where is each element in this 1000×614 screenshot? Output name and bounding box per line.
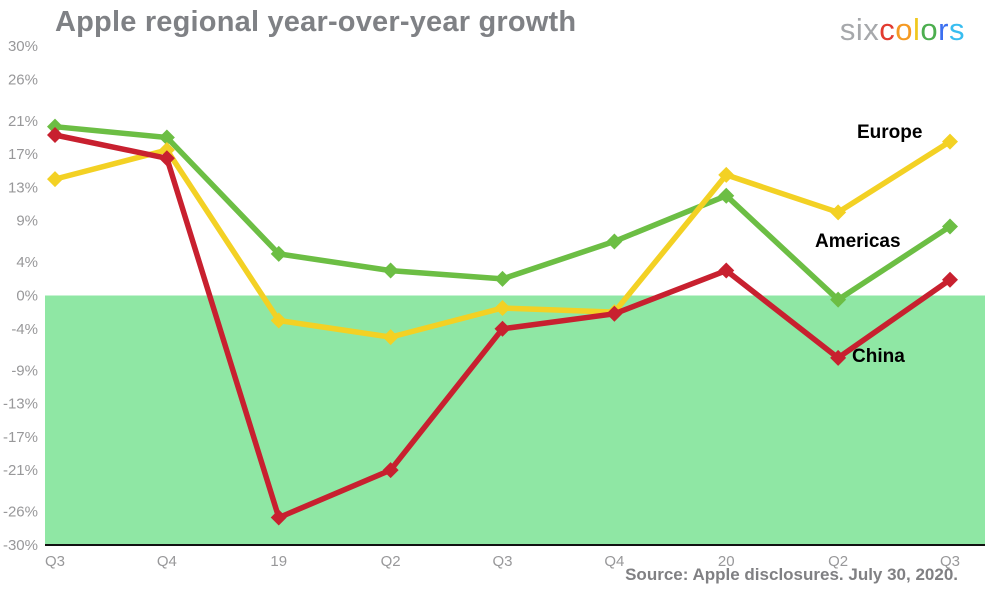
data-point-marker-china	[606, 305, 623, 322]
y-axis-tick-label: -21%	[3, 462, 38, 479]
logo-letter: s	[949, 12, 965, 47]
data-point-marker-americas	[606, 233, 623, 250]
x-axis-tick-label: Q3	[492, 553, 512, 570]
data-point-marker-europe	[718, 166, 735, 183]
logo-letter: r	[938, 12, 949, 47]
y-axis-tick-label: -9%	[11, 362, 38, 379]
data-point-marker-china	[382, 462, 399, 479]
negative-region-fill	[45, 295, 985, 545]
x-axis-tick-label: Q4	[157, 553, 177, 570]
y-axis-tick-label: -26%	[3, 504, 38, 521]
data-point-marker-china	[494, 320, 511, 337]
x-axis-tick-label: Q3	[45, 553, 65, 570]
x-axis-tick-label: Q3	[940, 553, 960, 570]
data-point-marker-china	[47, 126, 63, 143]
logo-letter: o	[920, 12, 939, 47]
source-note: Source: Apple disclosures. July 30, 2020…	[625, 565, 958, 584]
series-label-europe: Europe	[857, 122, 922, 143]
data-point-marker-china	[270, 509, 287, 526]
data-point-marker-europe	[494, 299, 511, 316]
y-axis-tick-label: -13%	[3, 396, 38, 413]
data-point-marker-china	[158, 150, 175, 167]
data-point-marker-europe	[47, 171, 63, 188]
data-point-marker-americas	[718, 187, 735, 204]
x-axis-tick-label: Q2	[381, 553, 401, 570]
sixcolors-logo: sixcolors	[840, 12, 965, 48]
y-axis-tick-label: 4%	[16, 254, 38, 271]
data-point-marker-americas	[942, 218, 958, 235]
logo-letter: c	[879, 12, 896, 47]
data-point-marker-americas	[270, 245, 287, 262]
series-label-americas: Americas	[815, 231, 901, 252]
data-point-marker-europe	[830, 204, 847, 221]
data-point-marker-china	[718, 262, 735, 279]
logo-colored-word: colors	[879, 12, 965, 47]
x-axis-tick-label: Q4	[604, 553, 624, 570]
y-axis-tick-label: 21%	[8, 113, 38, 130]
data-point-marker-europe	[270, 312, 287, 329]
y-axis-tick-label: 13%	[8, 179, 38, 196]
data-point-marker-americas	[830, 291, 847, 308]
logo-letter: l	[913, 12, 921, 47]
y-axis-tick-label: 30%	[8, 38, 38, 55]
y-axis-tick-label: -4%	[11, 321, 38, 338]
x-axis-tick-label: 20	[718, 553, 735, 570]
data-point-marker-europe	[942, 133, 958, 150]
x-axis-tick-label: Q2	[828, 553, 848, 570]
x-axis-tick-label: 19	[270, 553, 287, 570]
data-point-marker-americas	[158, 129, 175, 146]
y-axis-tick-label: 9%	[16, 213, 38, 230]
data-point-marker-americas	[47, 118, 63, 135]
series-label-china: China	[852, 346, 905, 367]
data-point-marker-americas	[382, 262, 399, 279]
y-axis-tick-label: 26%	[8, 71, 38, 88]
y-axis-tick-label: -17%	[3, 429, 38, 446]
data-point-marker-china	[942, 271, 958, 288]
logo-prefix: six	[839, 12, 880, 47]
chart-title: Apple regional year-over-year growth	[55, 6, 577, 38]
y-axis-tick-label: 0%	[16, 288, 38, 305]
data-point-marker-americas	[494, 270, 511, 287]
data-point-marker-china	[830, 349, 847, 366]
data-point-marker-europe	[158, 141, 175, 158]
y-axis-tick-label: 17%	[8, 146, 38, 163]
y-axis-tick-label: -30%	[3, 537, 38, 554]
data-point-marker-europe	[382, 329, 399, 346]
logo-letter: o	[895, 12, 914, 47]
